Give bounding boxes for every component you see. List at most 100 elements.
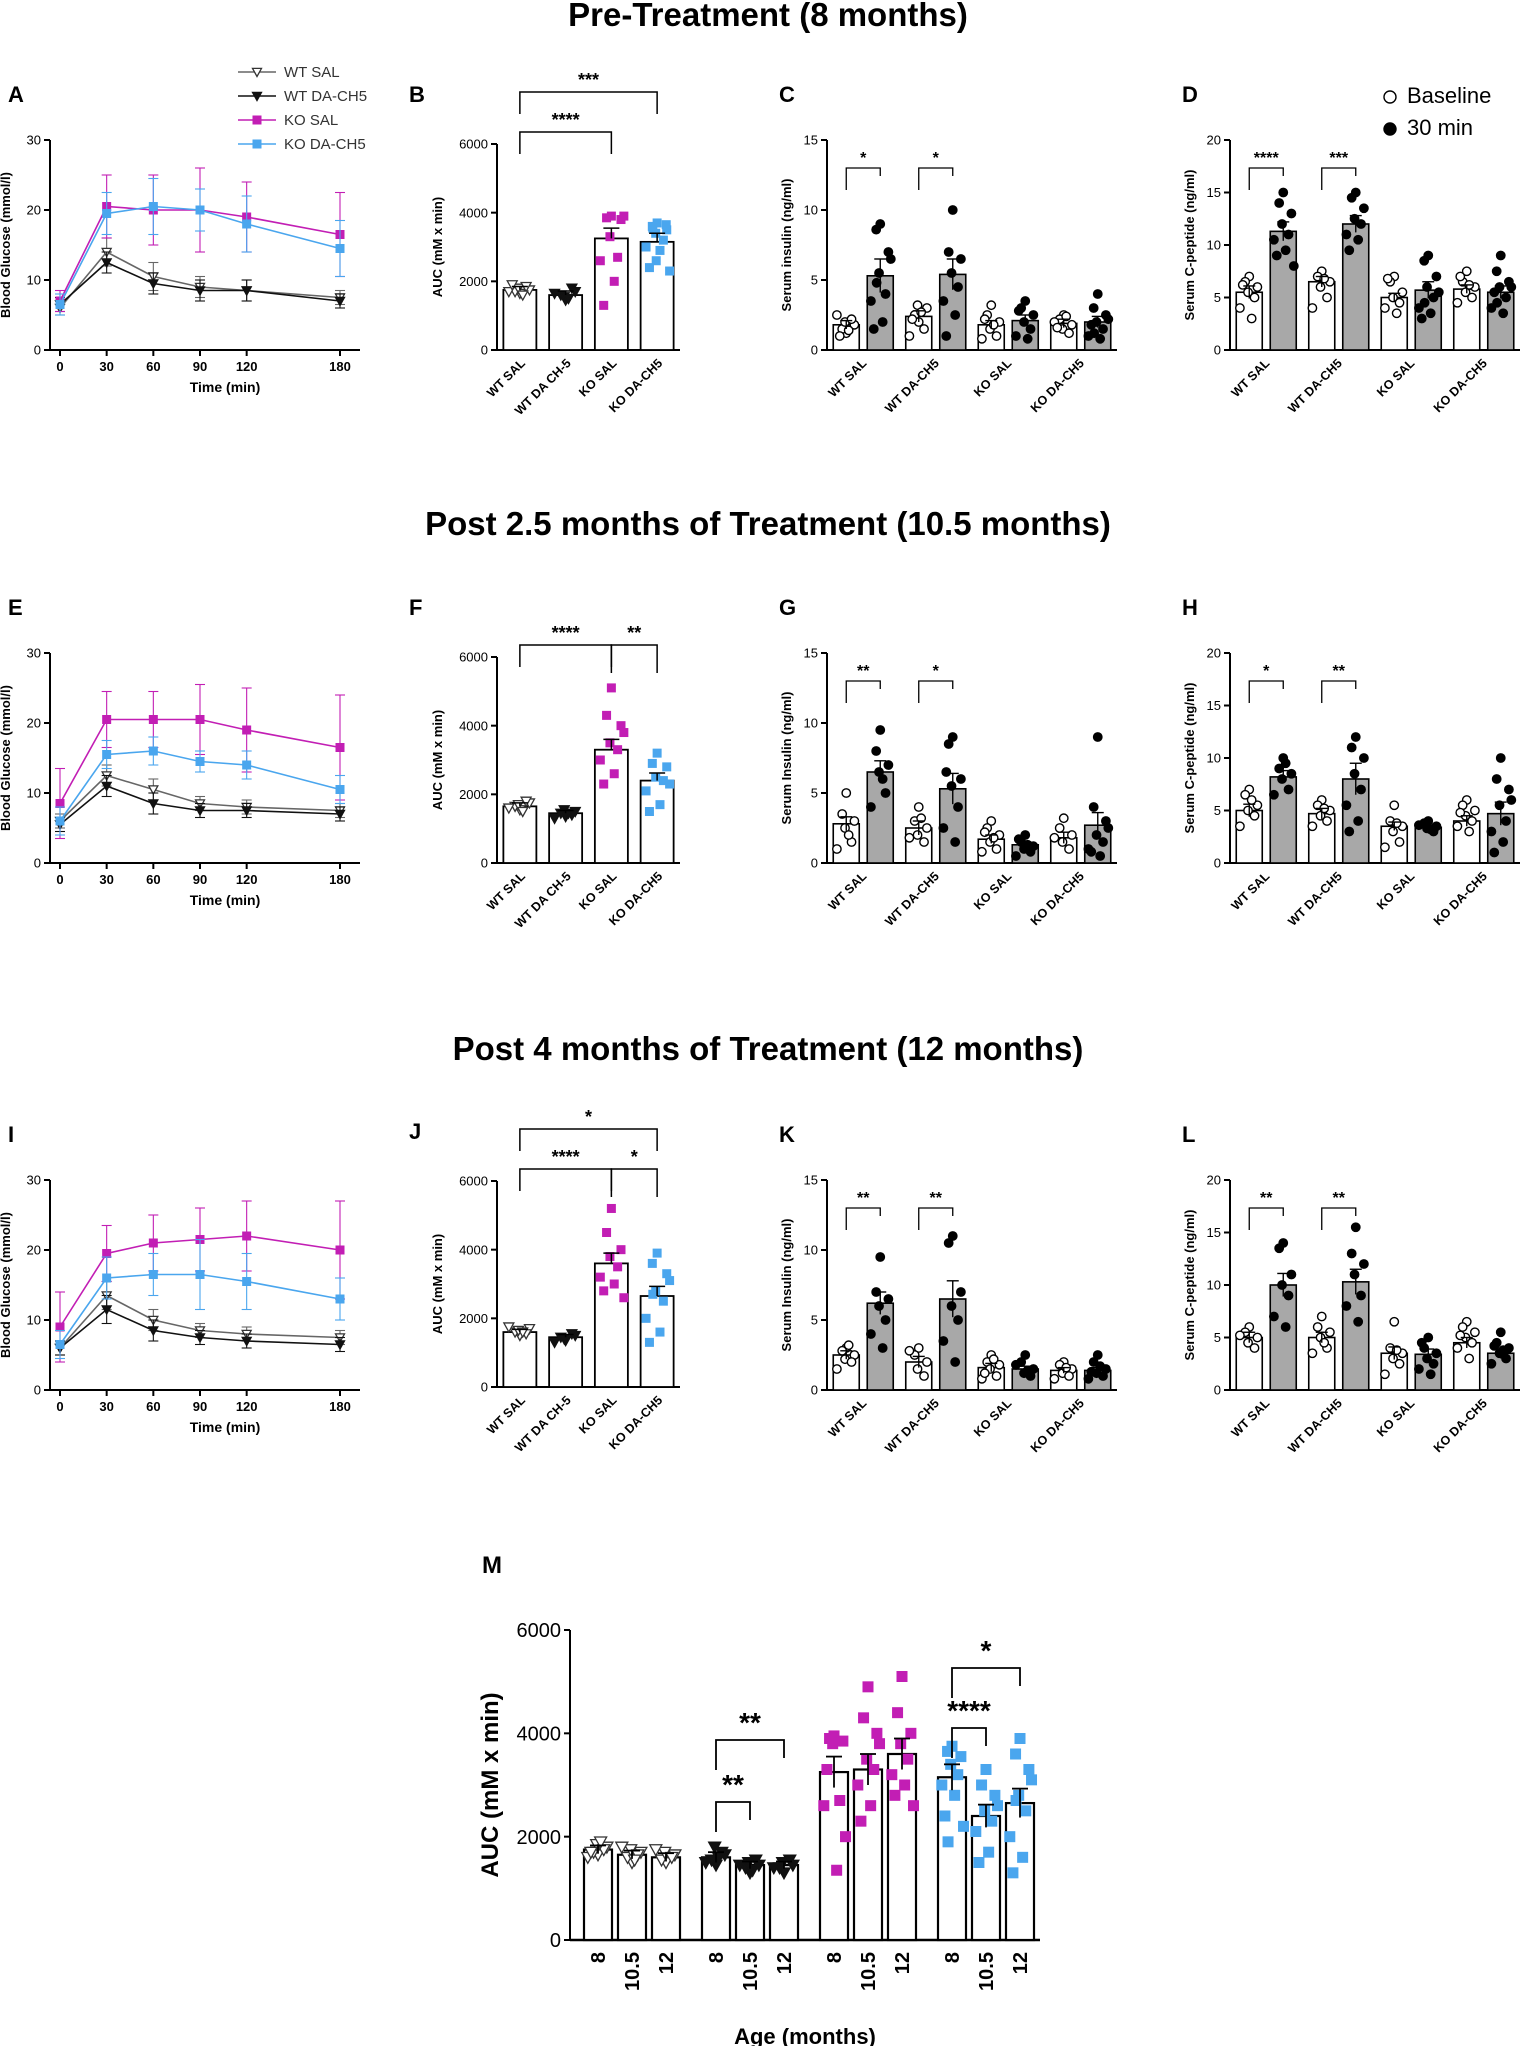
panel-G-point [875, 725, 886, 735]
panel-E-xtick-label: 30 [99, 872, 113, 887]
panel-L-point [1416, 1337, 1427, 1348]
panel-D-point [1455, 271, 1466, 282]
panel-A-xtick-label: 180 [329, 359, 351, 374]
panel-D-point [1271, 250, 1282, 261]
panel-K-point [874, 1301, 884, 1311]
panel-I-data-point [55, 1322, 65, 1332]
panel-D-point [1356, 219, 1366, 229]
panel-A-series-line [59, 261, 341, 306]
panel-C-point [1089, 328, 1100, 339]
panel-C-point [880, 289, 891, 299]
panel-M-point [855, 1815, 867, 1827]
panel-C-point [950, 310, 961, 320]
panel-D-point [1252, 282, 1263, 292]
panel-L-point [1423, 1332, 1434, 1343]
panel-L-point [1307, 1348, 1318, 1359]
panel-B-point [506, 280, 519, 292]
panel-J-point [644, 1337, 654, 1347]
panel-M-age-label: 8 [942, 1952, 964, 1963]
panel-G-ytick-label: 10 [804, 716, 818, 731]
panel-B-sig-bracket [519, 131, 613, 154]
panel-L-point [1457, 1322, 1468, 1332]
panel-D-point [1283, 229, 1294, 240]
panel-E-data-point [335, 785, 345, 794]
panel-M-point [818, 1800, 830, 1812]
panel-I-data-point [55, 1340, 65, 1349]
panel-F-sig-bracket [610, 644, 658, 673]
panel-C-point [946, 268, 957, 278]
panel-A-series-ko_dach5 [55, 177, 345, 316]
panel-M-sig-label: **** [947, 1695, 991, 1726]
panel-D-point [1249, 292, 1260, 303]
panel-D-point [1433, 287, 1444, 298]
panel-E-xtick-label: 60 [146, 872, 160, 887]
panel-M-point [583, 1846, 599, 1860]
panel-C-point [953, 282, 963, 292]
panel-M-ytick-label: 2000 [517, 1827, 562, 1849]
panel-G-sig-label: ** [857, 663, 870, 680]
panel-A-data-point [195, 205, 205, 215]
legend-label: WT SAL [284, 64, 340, 81]
panel-F-point [548, 813, 561, 825]
panel-G-point [912, 830, 923, 840]
panel-D-point [1425, 308, 1436, 319]
panel-D-point [1498, 308, 1509, 319]
panel-M-age-label: 10.5 [622, 1952, 644, 1991]
panel-K-y-label: Serum Insulin (ng/ml) [779, 1219, 794, 1352]
panel-M-age-label: 10.5 [976, 1952, 998, 1991]
panel-J-point [619, 1293, 629, 1303]
panel-E-x-label: Time (min) [190, 892, 261, 908]
panel-M-point [840, 1831, 852, 1843]
panel-L-y-label: Serum C-peptide (ng/ml) [1182, 1210, 1197, 1361]
panel-C-point [868, 324, 879, 334]
panel-M-point [955, 1751, 967, 1763]
panel-G-point [938, 823, 949, 833]
panel-M-point [992, 1800, 1004, 1812]
panel-letter-G: G [779, 595, 796, 620]
panel-G-ytick-label: 15 [804, 646, 818, 661]
panel-F-point [609, 769, 619, 779]
panel-A-ytick-label: 20 [27, 203, 41, 218]
panel-F-point [520, 796, 533, 808]
panel-E-data-point [147, 799, 159, 810]
panel-A-data-point [147, 279, 159, 290]
panel-B-sig-label: **** [552, 110, 580, 130]
panel-L: 0 5 10 15 20 Serum C-peptide (ng/ml) L WT SAL WT… [1182, 1122, 1520, 1456]
panel-L-category-label: KO DA-CH5 [1431, 1396, 1490, 1455]
panel-H-ytick-label: 5 [1214, 803, 1221, 818]
panel-J-point [665, 1276, 675, 1286]
panel-E-data-point [242, 760, 252, 770]
panel-A-ytick-label: 10 [27, 273, 41, 288]
panel-K-point [1064, 1371, 1074, 1381]
panel-M-sig-bracket [951, 1727, 987, 1758]
panel-letter-B: B [409, 82, 425, 107]
panel-H: 0 5 10 15 20 Serum C-peptide (ng/ml) H WT SAL WT… [1182, 595, 1520, 929]
panel-letter-I: I [8, 1122, 14, 1147]
panel-L-point [1252, 1332, 1263, 1343]
panel-L-ytick-label: 20 [1207, 1173, 1221, 1188]
panel-K-point [880, 1315, 891, 1325]
panel-I-xtick-label: 30 [99, 1399, 113, 1414]
panel-J-y-label: AUC (mM x min) [430, 1234, 445, 1334]
panel-H-point [1246, 795, 1257, 805]
panel-E-data-point [102, 715, 112, 724]
panel-B-point [606, 211, 616, 221]
panel-C-y-label: Serum insulin (ng/ml) [779, 179, 794, 312]
panel-H-category-label: KO SAL [1374, 869, 1418, 913]
panel-G-point [921, 823, 932, 833]
panel-C-point [919, 324, 929, 334]
panel-L-point [1501, 1353, 1511, 1364]
panel-H-sig-bracket [1321, 680, 1357, 703]
panel-H-category-label: WT DA-CH5 [1285, 869, 1345, 929]
panel-M-point [862, 1681, 874, 1693]
panel-H-point [1344, 826, 1355, 837]
panel-D-point [1277, 219, 1287, 229]
panel-M-point [1004, 1831, 1016, 1843]
panel-A-data-point [242, 219, 252, 229]
panel-K-point [883, 1294, 894, 1304]
panel-M-point [936, 1779, 948, 1791]
panel-C-point [1095, 333, 1106, 344]
panel-D-point [1391, 308, 1402, 319]
panel-B-point [595, 256, 605, 266]
panel-J-point [658, 1296, 668, 1306]
